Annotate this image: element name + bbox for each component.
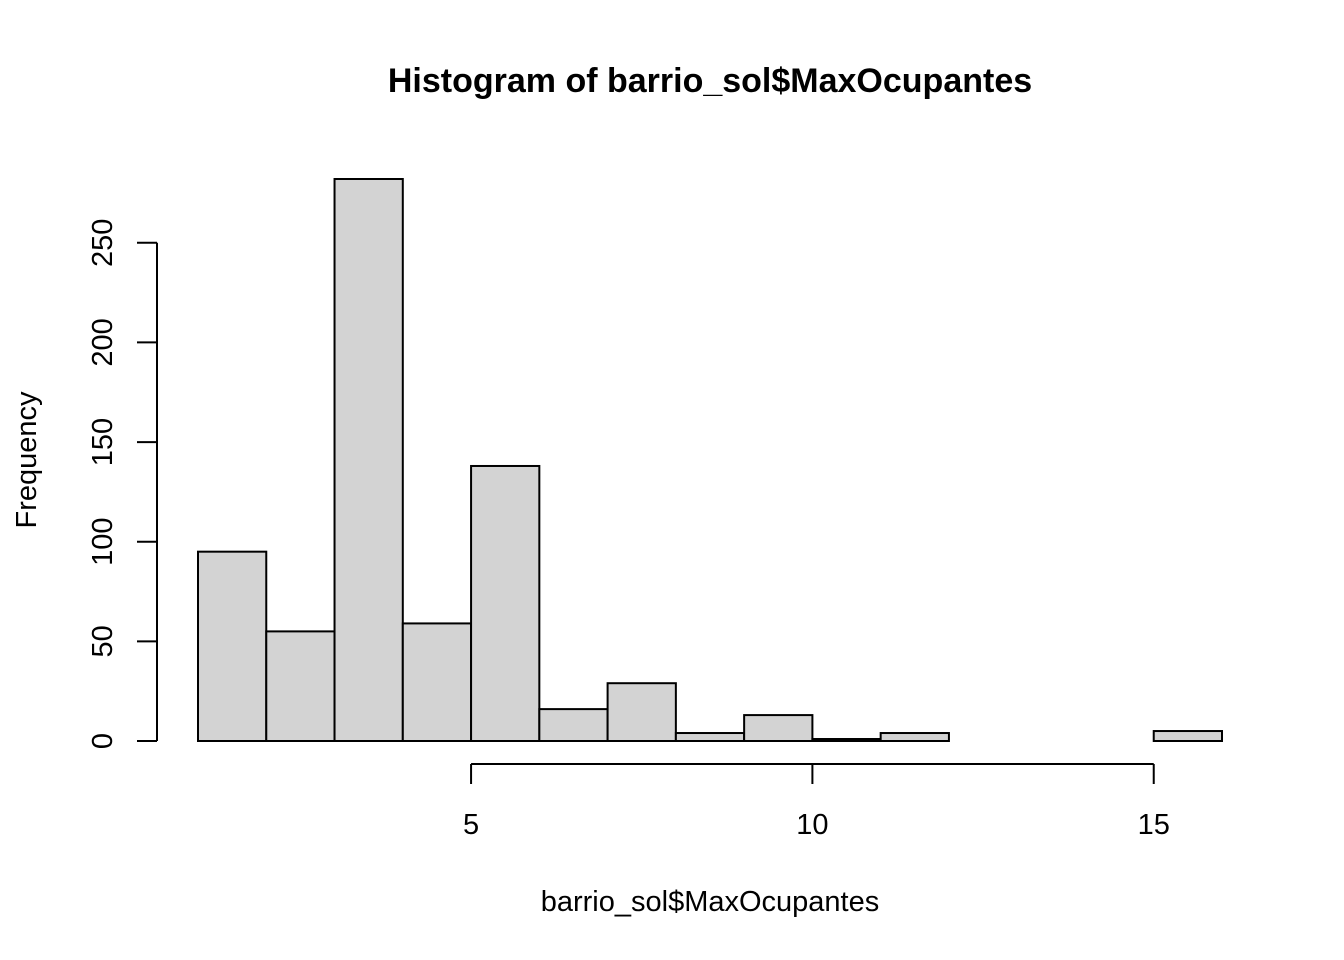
x-tick-label: 5 (463, 809, 479, 841)
histogram-bar (470, 464, 541, 742)
x-axis-label: barrio_sol$MaxOcupantes (541, 886, 880, 918)
y-tick-label: 100 (87, 518, 119, 566)
chart-title: Histogram of barrio_sol$MaxOcupantes (388, 62, 1032, 100)
bars-group (197, 178, 1223, 743)
y-tick-label: 150 (87, 418, 119, 466)
histogram-bar (743, 714, 814, 743)
histogram-bar (265, 630, 336, 743)
y-tick-label: 50 (87, 625, 119, 657)
y-tick-label: 250 (87, 219, 119, 267)
histogram-bar (879, 732, 950, 743)
x-tick-label: 15 (1138, 809, 1170, 841)
histogram-bar (1152, 730, 1223, 742)
y-tick-label: 200 (87, 318, 119, 366)
x-tick-label: 10 (796, 809, 828, 841)
histogram-bar (333, 178, 404, 742)
y-axis-label: Frequency (11, 391, 43, 529)
histogram-bar (811, 738, 882, 742)
y-axis: 0 50 100 150 200 250 (87, 219, 158, 749)
histogram-bar (606, 682, 677, 743)
histogram-bar (674, 732, 746, 743)
histogram-bar (197, 550, 268, 743)
x-axis: 5 10 15 (463, 763, 1170, 841)
histogram-bar (401, 622, 473, 743)
histogram-bar (538, 708, 609, 742)
y-tick-label: 0 (87, 733, 119, 749)
